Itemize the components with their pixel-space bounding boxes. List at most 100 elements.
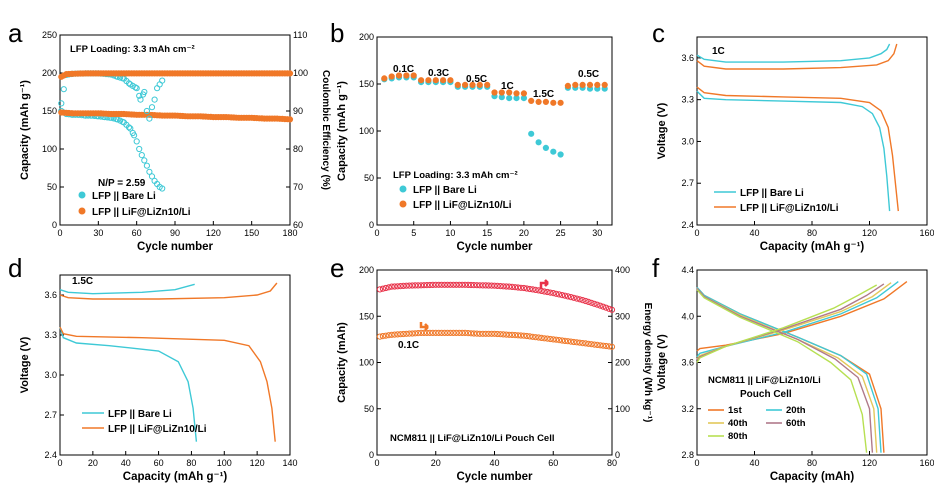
y-tick-label: 150	[359, 79, 374, 89]
series-lfp-lif-lizn10-li-ce	[58, 70, 294, 80]
data-point	[435, 281, 442, 288]
series-lfp-lif-lizn10-li	[381, 72, 608, 106]
data-point	[391, 331, 398, 338]
annotation: 0.3C	[428, 68, 449, 79]
panel-e: e0 20 40 60 800501001502000100200300400Cycle…	[330, 253, 653, 483]
data-point	[400, 282, 407, 289]
data-point	[576, 296, 583, 303]
x-tick-label: 20	[519, 228, 529, 238]
data-point	[403, 330, 410, 337]
x-axis-label: Cycle number	[456, 471, 533, 483]
y-tick-label: 4.0	[681, 311, 694, 321]
data-point	[418, 329, 425, 336]
y2-tick-label: 0	[615, 450, 620, 460]
data-point	[467, 330, 475, 337]
data-point	[572, 81, 579, 89]
panel-letter: c	[652, 18, 665, 48]
x-tick-label: 120	[862, 228, 877, 238]
x-tick-label: 180	[282, 228, 297, 238]
x-tick-label: 40	[121, 458, 131, 468]
data-point	[573, 295, 580, 302]
data-point	[597, 342, 604, 349]
arrow-right-icon	[539, 279, 549, 289]
data-point	[479, 330, 486, 337]
y-tick-label: 0	[52, 220, 57, 230]
data-point	[391, 283, 398, 290]
data-point	[382, 332, 389, 339]
data-point	[432, 77, 439, 84]
data-point	[136, 145, 143, 153]
x-axis-label: Capacity (mAh g⁻¹)	[123, 471, 228, 483]
annotation: 1.5C	[533, 89, 554, 100]
data-point	[491, 330, 498, 337]
data-point	[573, 339, 580, 346]
x-tick-label: 40	[489, 458, 499, 468]
data-point	[529, 333, 536, 340]
data-point	[506, 331, 513, 338]
data-point	[381, 75, 388, 82]
x-tick-label: 100	[217, 458, 232, 468]
y-tick-label: 3.6	[681, 358, 694, 368]
y-tick-label: 200	[359, 265, 374, 275]
data-point	[137, 96, 144, 103]
y-tick-label: 3.3	[681, 95, 694, 105]
series-60th	[696, 283, 885, 453]
y-tick-label: 200	[359, 32, 374, 42]
data-point	[514, 284, 522, 291]
data-point	[506, 89, 513, 96]
data-point	[447, 77, 454, 84]
data-point	[594, 301, 601, 308]
y-tick-label: 3.2	[681, 404, 694, 414]
discharge-curve	[696, 86, 899, 212]
arrow-left-icon	[419, 322, 429, 331]
annotation: Pouch Cell	[740, 389, 792, 400]
data-point	[423, 329, 430, 336]
annotation: LFP Loading: 3.3 mAh cm⁻²	[393, 170, 518, 181]
data-point	[608, 306, 616, 313]
data-point	[541, 335, 548, 342]
series-energy-density	[376, 281, 616, 313]
data-point	[397, 331, 404, 338]
discharge-curve	[696, 289, 868, 453]
data-point	[585, 298, 592, 305]
series-lfp-bare-li	[59, 283, 198, 442]
data-point	[476, 81, 483, 89]
x-tick-label: 160	[919, 458, 934, 468]
x-tick-label: 20	[88, 458, 98, 468]
y-axis-label: Voltage (V)	[656, 334, 668, 391]
data-point	[388, 283, 395, 290]
data-point	[588, 341, 595, 348]
panel-letter: e	[330, 253, 344, 283]
y-tick-label: 2.4	[681, 220, 694, 230]
legend-label: LFP || LiF@LiZn10/Li	[92, 207, 191, 218]
data-point	[567, 294, 575, 301]
data-point	[561, 337, 569, 344]
data-point	[418, 282, 425, 289]
data-point	[538, 334, 545, 341]
data-point	[148, 104, 156, 111]
y-tick-label: 50	[364, 173, 374, 183]
data-point	[586, 81, 594, 89]
x-tick-label: 0	[57, 228, 62, 238]
data-point	[535, 139, 542, 146]
y2-tick-label: 400	[615, 265, 630, 275]
legend-swatch	[78, 191, 86, 199]
data-point	[423, 282, 430, 289]
data-point	[397, 283, 404, 290]
panel-d: d 0 20 40 60 80 100 120 140 2.4 2.7 3.0 3.3 3.6 Capaci…	[8, 253, 298, 483]
y-tick-label: 3.6	[681, 53, 694, 63]
data-point	[594, 341, 601, 348]
data-point	[462, 81, 469, 89]
data-point	[523, 285, 530, 292]
y-tick-label: 50	[47, 182, 57, 192]
data-point	[412, 330, 419, 337]
data-point	[601, 81, 608, 89]
data-point	[388, 331, 395, 338]
data-point	[476, 330, 483, 337]
x-tick-label: 80	[807, 228, 817, 238]
data-point	[148, 173, 156, 180]
annotation: LFP Loading: 3.3 mAh cm⁻²	[70, 44, 195, 55]
legend-label: LFP || Bare Li	[108, 409, 172, 420]
data-point	[488, 330, 495, 337]
series-20th	[696, 281, 899, 453]
